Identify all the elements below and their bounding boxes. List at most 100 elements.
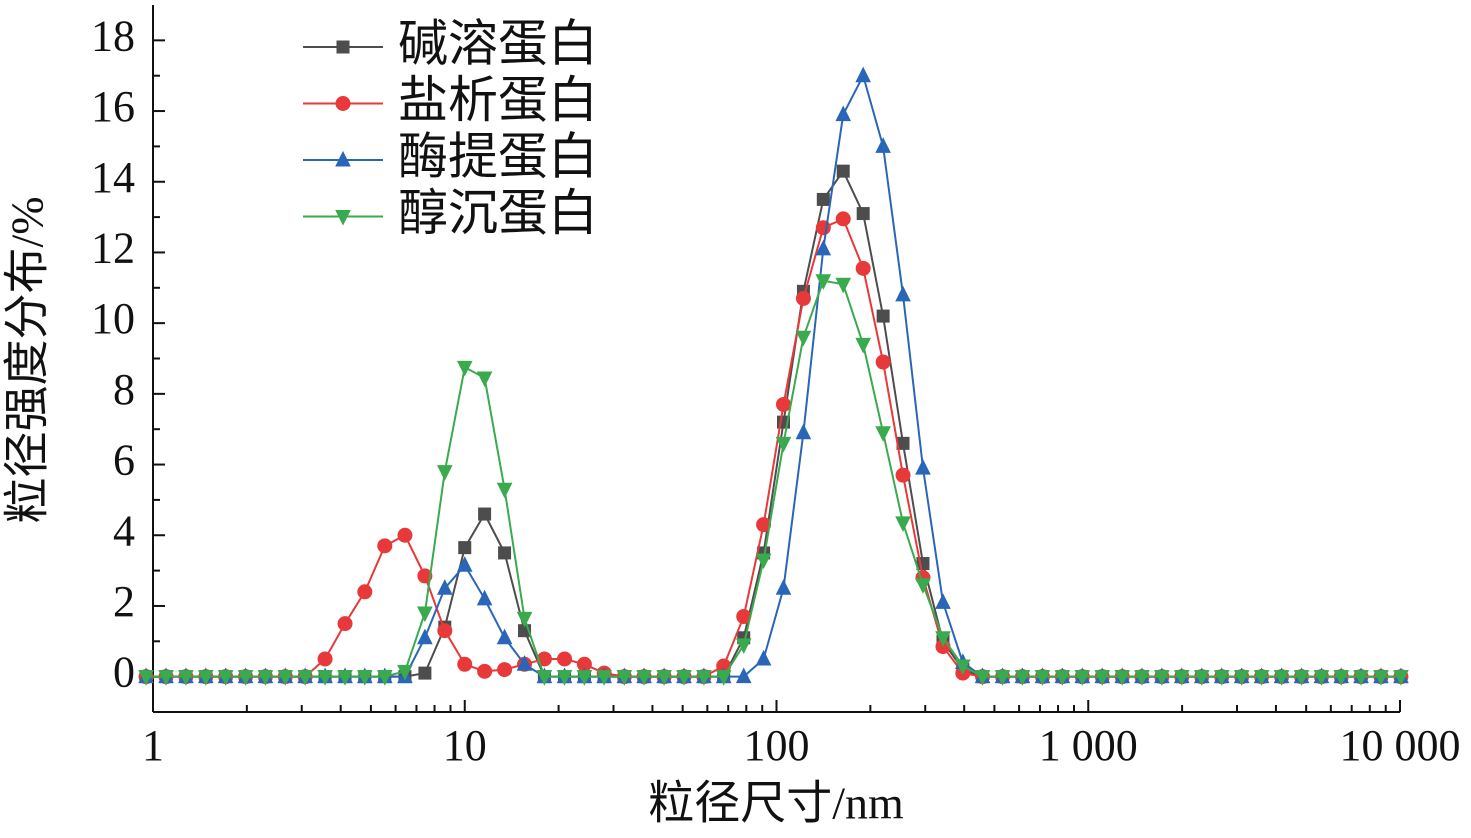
- marker: [835, 211, 851, 227]
- marker: [458, 541, 472, 555]
- marker: [935, 631, 951, 647]
- marker: [516, 611, 533, 628]
- marker: [178, 670, 194, 686]
- y-tick-label: 2: [113, 577, 135, 626]
- x-tick-label: 10 000: [1340, 721, 1461, 770]
- marker: [815, 239, 832, 256]
- marker: [516, 655, 533, 671]
- marker: [676, 670, 692, 686]
- marker: [417, 568, 433, 584]
- legend-label: 酶提蛋白: [398, 128, 598, 184]
- marker: [735, 667, 752, 684]
- marker: [436, 465, 453, 481]
- marker: [237, 670, 254, 686]
- marker: [317, 670, 333, 686]
- marker: [836, 164, 850, 178]
- marker: [895, 516, 911, 532]
- marker: [536, 670, 553, 686]
- y-tick-label: 12: [91, 224, 135, 273]
- legend-marker: [335, 96, 351, 111]
- marker: [1333, 670, 1350, 686]
- x-tick-label: 100: [744, 721, 810, 770]
- y-tick-label: 10: [91, 294, 135, 343]
- marker: [1213, 670, 1230, 686]
- marker: [357, 584, 373, 600]
- marker: [397, 527, 413, 543]
- marker: [1114, 670, 1131, 686]
- marker: [1393, 670, 1409, 686]
- y-tick-label: 14: [91, 153, 135, 202]
- marker: [835, 277, 852, 294]
- series-line: [146, 72, 1401, 678]
- marker: [478, 507, 492, 521]
- marker: [1273, 670, 1290, 686]
- marker: [1034, 670, 1051, 686]
- series: [138, 211, 1409, 685]
- marker: [1094, 670, 1111, 686]
- y-tick-label: 4: [113, 506, 135, 555]
- legend-label: 盐析蛋白: [398, 72, 598, 128]
- marker: [775, 436, 792, 453]
- marker: [1193, 670, 1210, 686]
- marker: [755, 649, 772, 666]
- marker: [497, 662, 513, 678]
- marker: [915, 578, 931, 594]
- marker: [257, 670, 274, 686]
- series-line: [146, 169, 1401, 678]
- series: [138, 274, 1409, 686]
- y-tick-label: 8: [113, 365, 135, 414]
- marker: [795, 290, 811, 306]
- series: [139, 164, 1408, 684]
- marker: [197, 670, 214, 686]
- marker: [317, 651, 333, 667]
- y-axis-title: 粒径强度分布/%: [2, 196, 53, 523]
- legend-marker: [335, 150, 351, 167]
- marker: [158, 670, 174, 686]
- marker: [775, 396, 791, 412]
- marker: [456, 556, 473, 572]
- marker: [876, 309, 890, 323]
- marker: [815, 220, 831, 236]
- marker: [596, 670, 612, 686]
- series-line: [146, 217, 1401, 678]
- marker: [1353, 670, 1369, 686]
- marker: [556, 670, 573, 686]
- marker: [1313, 670, 1330, 686]
- marker: [994, 670, 1011, 686]
- marker: [417, 628, 433, 645]
- marker: [557, 651, 573, 667]
- legend-label: 醇沉蛋白: [398, 185, 598, 241]
- marker: [337, 670, 353, 686]
- marker: [436, 579, 453, 595]
- x-axis-title: 粒径尺寸/nm: [648, 778, 904, 829]
- x-tick-label: 10: [443, 721, 487, 770]
- marker: [656, 670, 672, 686]
- marker: [915, 458, 931, 475]
- marker: [498, 546, 512, 560]
- marker: [636, 670, 652, 686]
- marker: [735, 638, 752, 654]
- marker: [1253, 670, 1270, 686]
- marker: [297, 670, 313, 686]
- marker: [1233, 670, 1250, 686]
- marker: [377, 538, 393, 554]
- legend-label: 碱溶蛋白: [398, 15, 598, 71]
- marker: [875, 426, 891, 442]
- marker: [855, 66, 871, 83]
- marker: [1154, 670, 1170, 686]
- marker: [496, 482, 513, 499]
- marker: [855, 260, 871, 276]
- marker: [895, 285, 911, 302]
- marker: [616, 670, 633, 686]
- y-tick-label: 0: [113, 648, 135, 697]
- legend-marker: [336, 40, 350, 54]
- marker: [1134, 670, 1150, 686]
- marker: [376, 670, 393, 686]
- marker: [875, 137, 891, 153]
- x-tick-label: 1 000: [1039, 721, 1138, 770]
- marker: [815, 274, 832, 290]
- marker: [576, 670, 593, 686]
- marker: [337, 616, 353, 632]
- marker: [1014, 670, 1031, 686]
- y-tick-label: 16: [91, 82, 135, 131]
